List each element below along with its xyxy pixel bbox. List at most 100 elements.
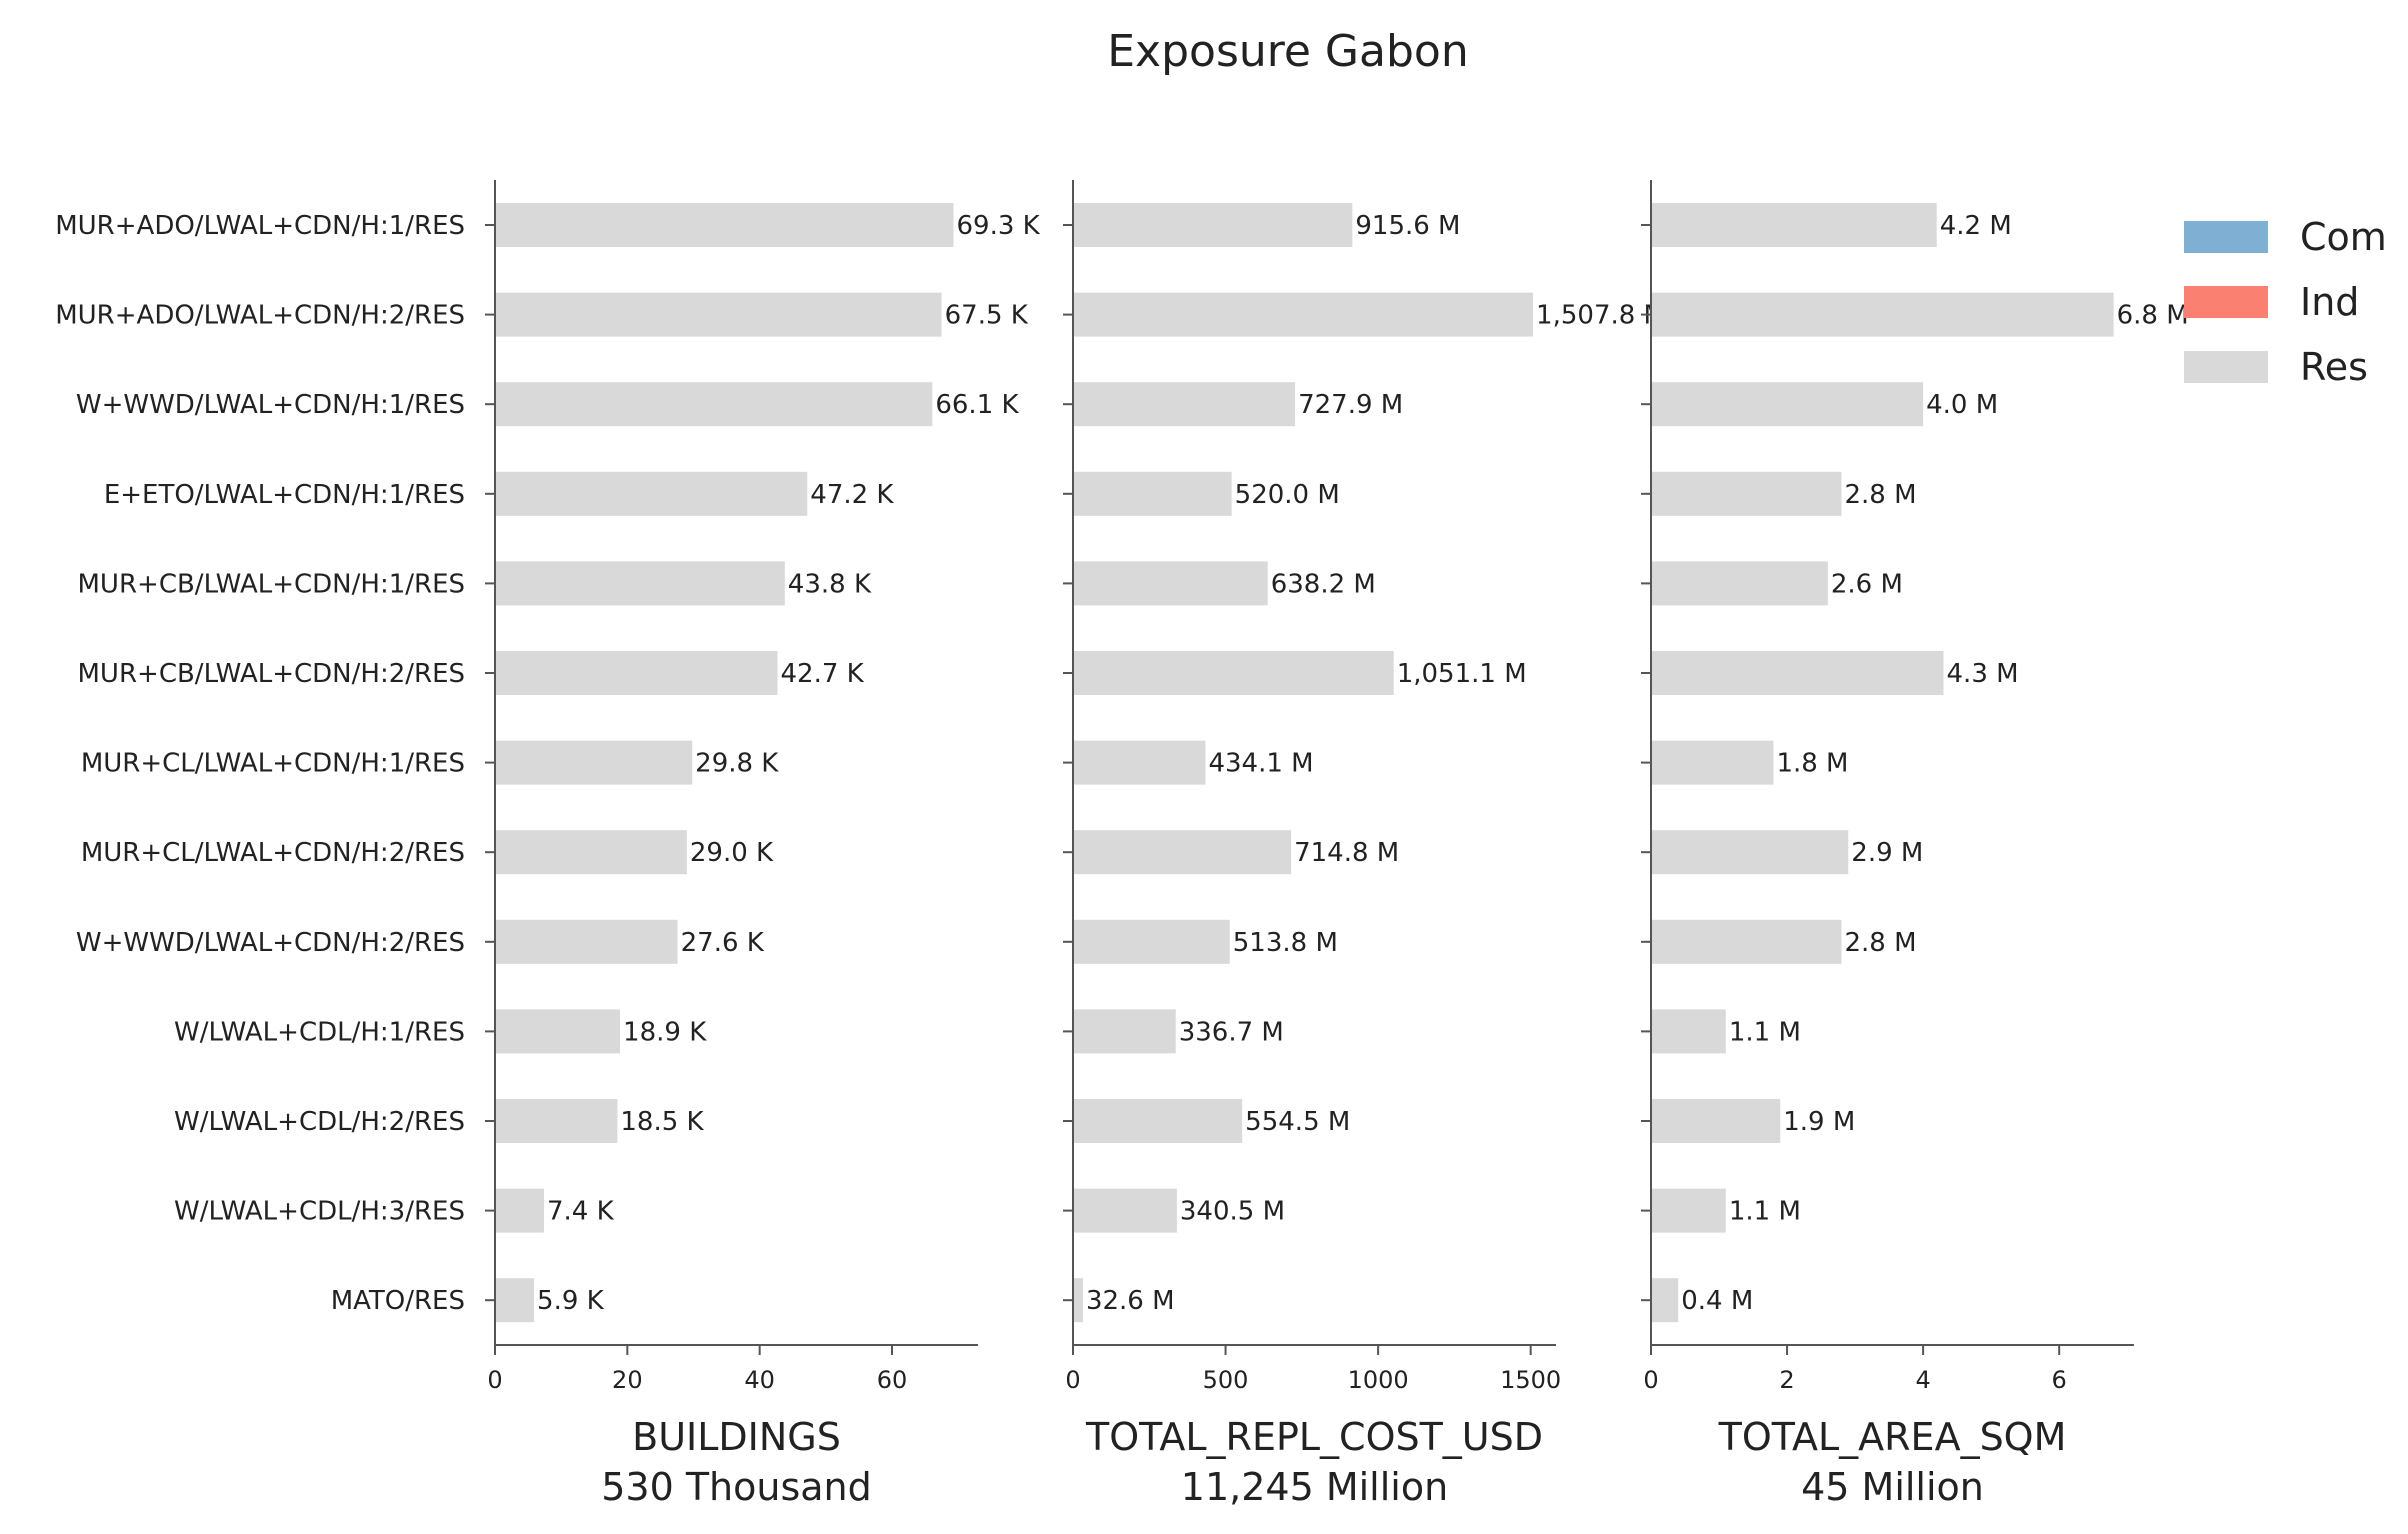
x-tick-label: 0 <box>1065 1366 1080 1394</box>
bar-3-6 <box>1651 651 1944 695</box>
bar-1-10 <box>495 1009 621 1054</box>
x-tick-label: 0 <box>1643 1366 1658 1394</box>
bar-1-5 <box>495 561 785 606</box>
bar-value-label: 29.8 K <box>695 749 779 779</box>
bar-value-label: 4.0 M <box>1926 390 1998 420</box>
bar-1-9 <box>495 919 678 964</box>
bar-value-label: 29.0 K <box>690 838 774 868</box>
legend-swatch-ind <box>2184 286 2268 318</box>
bar-3-3 <box>1651 382 1924 427</box>
bar-value-label: 336.7 M <box>1179 1017 1284 1047</box>
legend-swatch-res <box>2184 351 2268 383</box>
bar-value-label: 67.5 K <box>945 301 1029 331</box>
x-axis-title: BUILDINGS <box>632 1415 841 1459</box>
bar-2-8 <box>1073 830 1292 875</box>
x-axis-subtitle: 530 Thousand <box>601 1465 872 1509</box>
bar-value-label: 4.3 M <box>1947 659 2019 689</box>
x-tick-label: 500 <box>1203 1366 1249 1394</box>
bar-value-label: 6.8 M <box>2117 301 2189 331</box>
x-tick-label: 0 <box>487 1366 502 1394</box>
bar-3-11 <box>1651 1099 1781 1143</box>
bar-3-13 <box>1651 1278 1679 1323</box>
bar-2-11 <box>1073 1099 1243 1143</box>
bar-value-label: 0.4 M <box>1681 1286 1753 1316</box>
x-tick-label: 6 <box>2052 1366 2067 1394</box>
bar-2-2 <box>1073 292 1534 337</box>
bar-value-label: 18.5 K <box>620 1107 704 1137</box>
category-label: MUR+ADO/LWAL+CDN/H:1/RES <box>55 211 465 241</box>
category-label: MUR+CL/LWAL+CDN/H:1/RES <box>81 749 465 779</box>
category-label: W/LWAL+CDL/H:1/RES <box>174 1017 465 1047</box>
bar-value-label: 2.6 M <box>1831 569 1903 599</box>
bar-2-13 <box>1073 1278 1083 1323</box>
bar-value-label: 513.8 M <box>1233 928 1338 958</box>
category-label: MUR+ADO/LWAL+CDN/H:2/RES <box>55 301 465 331</box>
category-label: MUR+CB/LWAL+CDN/H:2/RES <box>78 659 466 689</box>
bar-value-label: 2.9 M <box>1851 838 1923 868</box>
bar-3-10 <box>1651 1009 1726 1054</box>
bar-value-label: 18.9 K <box>623 1017 707 1047</box>
bar-1-2 <box>495 292 942 337</box>
bar-1-8 <box>495 830 687 875</box>
bar-value-label: 915.6 M <box>1355 211 1460 241</box>
bar-2-3 <box>1073 382 1296 427</box>
chart-panels: 69.3 K MUR+ADO/LWAL+CDN/H:1/RES 67.5 K MUR+… <box>55 180 2189 1509</box>
bar-2-6 <box>1073 651 1394 695</box>
category-label: MATO/RES <box>331 1286 465 1316</box>
bar-2-7 <box>1073 740 1206 785</box>
bar-value-label: 66.1 K <box>935 390 1019 420</box>
x-axis-title: TOTAL_REPL_COST_USD <box>1085 1415 1543 1459</box>
bar-value-label: 7.4 K <box>547 1197 615 1227</box>
x-tick-label: 4 <box>1915 1366 1930 1394</box>
bar-1-3 <box>495 382 933 427</box>
bar-value-label: 1,051.1 M <box>1397 659 1527 689</box>
category-label: W/LWAL+CDL/H:2/RES <box>174 1107 465 1137</box>
bar-value-label: 520.0 M <box>1235 480 1340 510</box>
x-tick-label: 1000 <box>1348 1366 1409 1394</box>
x-axis-title: TOTAL_AREA_SQM <box>1718 1415 2067 1459</box>
bar-2-12 <box>1073 1188 1177 1233</box>
bar-value-label: 42.7 K <box>781 659 865 689</box>
bar-3-2 <box>1651 292 2114 337</box>
bar-3-7 <box>1651 740 1774 785</box>
bar-1-11 <box>495 1099 618 1143</box>
bar-1-12 <box>495 1188 544 1233</box>
bar-2-9 <box>1073 919 1230 964</box>
bar-3-12 <box>1651 1188 1726 1233</box>
panel-3: 4.2 M 6.8 M 4.0 M 2.8 M 2.6 M 4.3 M 1.8 M 2.9 M… <box>1641 180 2189 1509</box>
x-tick-label: 1500 <box>1500 1366 1561 1394</box>
category-label: W/LWAL+CDL/H:3/RES <box>174 1197 465 1227</box>
bar-2-4 <box>1073 471 1232 516</box>
bar-3-4 <box>1651 471 1842 516</box>
bar-value-label: 434.1 M <box>1208 749 1313 779</box>
bar-value-label: 1.1 M <box>1729 1197 1801 1227</box>
x-axis-subtitle: 45 Million <box>1801 1465 1984 1509</box>
bar-value-label: 2.8 M <box>1844 928 1916 958</box>
bar-value-label: 32.6 M <box>1086 1286 1175 1316</box>
bar-3-1 <box>1651 203 1937 247</box>
bar-value-label: 69.3 K <box>957 211 1041 241</box>
bar-1-1 <box>495 203 954 247</box>
bar-2-1 <box>1073 203 1353 247</box>
bar-2-10 <box>1073 1009 1176 1054</box>
x-tick-label: 2 <box>1779 1366 1794 1394</box>
bar-value-label: 554.5 M <box>1245 1107 1350 1137</box>
x-tick-label: 60 <box>877 1366 908 1394</box>
bar-3-9 <box>1651 919 1842 964</box>
bar-value-label: 340.5 M <box>1180 1197 1285 1227</box>
bar-value-label: 27.6 K <box>681 928 765 958</box>
bar-value-label: 638.2 M <box>1271 569 1376 599</box>
category-label: MUR+CL/LWAL+CDN/H:2/RES <box>81 838 465 868</box>
chart-legend: Com Ind Res <box>2184 215 2387 389</box>
x-tick-label: 40 <box>744 1366 775 1394</box>
bar-value-label: 2.8 M <box>1844 480 1916 510</box>
bar-value-label: 1.9 M <box>1783 1107 1855 1137</box>
bar-value-label: 1.1 M <box>1729 1017 1801 1047</box>
category-label: W+WWD/LWAL+CDN/H:2/RES <box>76 928 465 958</box>
bar-value-label: 727.9 M <box>1298 390 1403 420</box>
x-axis-subtitle: 11,245 Million <box>1181 1465 1448 1509</box>
bar-value-label: 43.8 K <box>788 569 872 599</box>
bar-value-label: 47.2 K <box>810 480 894 510</box>
